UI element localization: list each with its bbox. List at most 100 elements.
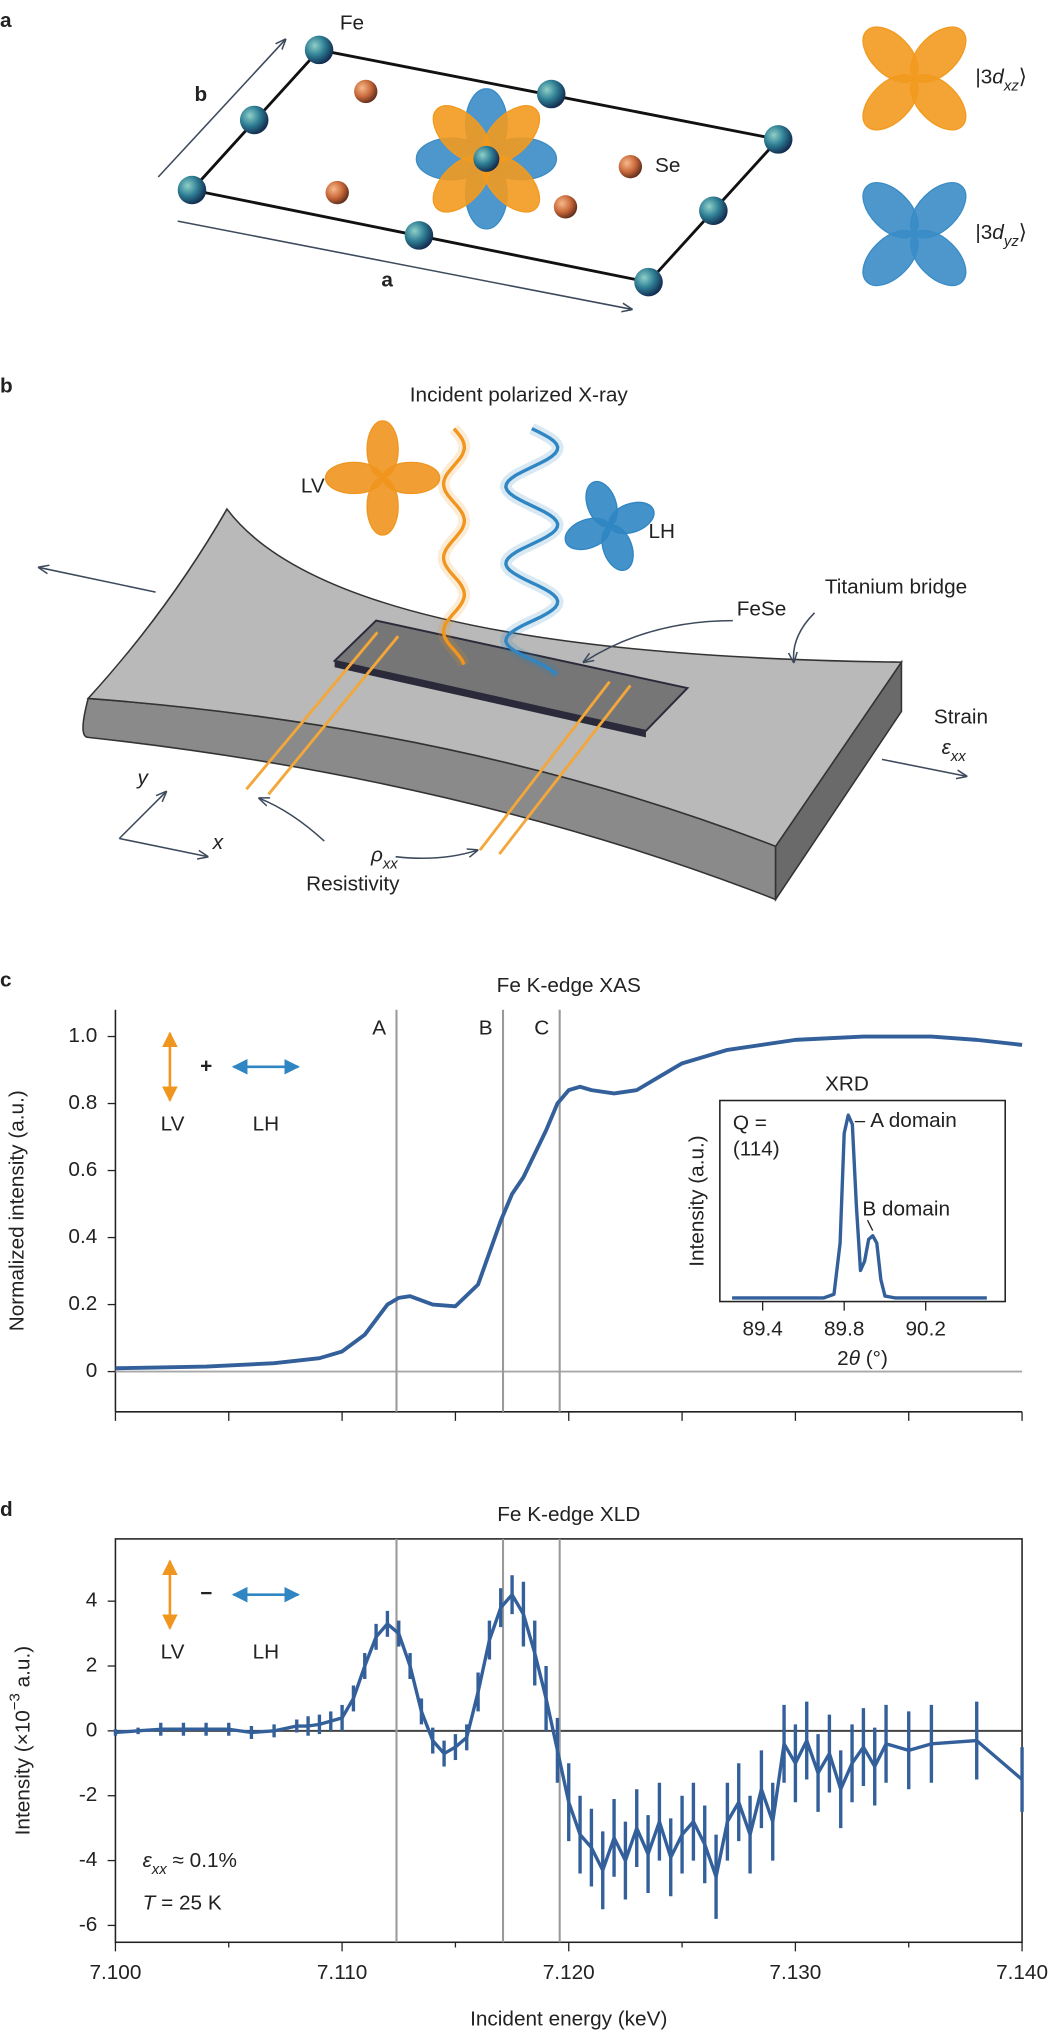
polarization-sign: −: [200, 1582, 212, 1605]
axis-label: a: [381, 268, 393, 291]
y-tick-label: 0.4: [68, 1225, 97, 1248]
fe-atom: [536, 79, 566, 109]
x-tick-label: 89.4: [742, 1318, 782, 1341]
pointer-arrows: [39, 40, 966, 859]
axis-label: b: [195, 83, 208, 106]
orbital-dxz: [432, 105, 541, 213]
orbital-lobe: [910, 26, 967, 83]
label-part: xx: [151, 1861, 167, 1878]
lh-orbital: [564, 480, 655, 571]
label-part: xx: [950, 748, 966, 765]
label-part: ⟩: [1019, 66, 1027, 89]
x-axis-label: 2θ (°): [837, 1347, 888, 1370]
fe-atom: [699, 196, 728, 226]
annotation: T = 25 K: [143, 1892, 222, 1915]
label-part: Intensity (×10: [12, 1710, 35, 1835]
fe-atom: [404, 221, 434, 250]
data-line: [732, 1113, 987, 1300]
label-part: ρ: [370, 844, 383, 867]
polarization-sign: +: [200, 1054, 212, 1077]
y-tick-label: 0: [86, 1718, 98, 1741]
fe-atom: [473, 145, 500, 172]
x-tick-label: 7.120: [543, 1961, 595, 1984]
orbital-label: |3dyz⟩: [975, 222, 1027, 251]
orbital-lobe: [608, 501, 655, 535]
y-tick-label: 4: [86, 1589, 98, 1612]
q-label: (114): [733, 1137, 780, 1160]
label-part: −3: [7, 1693, 24, 1710]
y-tick-label: 1.0: [68, 1024, 97, 1047]
fe-atom: [634, 267, 663, 297]
axis-label: x: [212, 831, 224, 854]
y-tick-label: -6: [79, 1913, 97, 1936]
edge-label: A: [372, 1017, 386, 1040]
label-part: d: [992, 222, 1005, 245]
label-part: ≈ 0.1%: [167, 1849, 237, 1872]
chart-title: XRD: [825, 1072, 869, 1095]
contacts: [245, 631, 632, 855]
axis-label: y: [135, 766, 149, 789]
fe-atom: [239, 105, 269, 135]
orbital-icon: [862, 182, 967, 287]
label-part: ε: [143, 1849, 153, 1872]
y-tick-label: 0.2: [68, 1292, 97, 1315]
rho-symbol: ρxx: [370, 844, 398, 873]
annotation: εxx ≈ 0.1%: [143, 1849, 237, 1878]
label-part: ⟩: [1019, 222, 1027, 245]
panel-letter: a: [0, 9, 12, 32]
titanium-bridge: [82, 507, 903, 903]
orbital-label: |3dxz⟩: [975, 66, 1027, 95]
label-part: (°): [860, 1347, 888, 1370]
strain-symbol: εxx: [942, 736, 967, 765]
x-tick-label: 90.2: [906, 1318, 946, 1341]
strain-label: Strain: [934, 705, 988, 728]
y-tick-label: 2: [86, 1653, 98, 1676]
label-part: xx: [382, 856, 398, 873]
chart-title: Fe K-edge XLD: [497, 1503, 640, 1526]
label-part: = 25 K: [155, 1892, 221, 1915]
fe-label: Fe: [340, 11, 364, 34]
q-label: Q =: [733, 1111, 767, 1134]
label-part: ε: [942, 736, 952, 759]
lh-wave: [504, 427, 560, 677]
fe-atom: [177, 175, 207, 205]
label-part: T: [143, 1892, 157, 1915]
fe-atom: [763, 125, 793, 154]
lh-label: LH: [253, 1113, 280, 1136]
chart-title: Fe K-edge XAS: [497, 974, 641, 997]
y-axis-label: Intensity (a.u.): [685, 1135, 708, 1266]
label-part: yz: [1003, 234, 1019, 251]
fese-label: FeSe: [737, 598, 787, 621]
panel-b-title: Incident polarized X-ray: [410, 384, 629, 407]
label-part: |3: [975, 66, 992, 89]
x-tick-label: 7.140: [996, 1961, 1048, 1984]
lv-label: LV: [161, 1641, 185, 1664]
peak-label: A domain: [870, 1109, 957, 1132]
x-tick-label: 7.100: [89, 1961, 141, 1984]
lv-label: LV: [161, 1113, 185, 1136]
orbital-lobe: [366, 420, 399, 479]
se-atom: [618, 154, 643, 179]
data-line: [115, 1034, 1023, 1371]
panel-letter: c: [0, 969, 12, 992]
lh-label: LH: [253, 1641, 280, 1664]
y-tick-label: -4: [79, 1848, 97, 1871]
bridge-label: Titanium bridge: [825, 576, 967, 599]
se-atom: [325, 180, 349, 205]
panel-letter: d: [0, 1498, 13, 1521]
se-label: Se: [655, 154, 680, 177]
edge-label: B: [479, 1017, 493, 1040]
y-axis-label: Intensity (×10−3 a.u.): [7, 1646, 35, 1835]
label-part: d: [992, 66, 1005, 89]
lv-label: LV: [301, 474, 325, 497]
label-part: 2: [837, 1347, 849, 1370]
y-tick-label: -2: [79, 1783, 97, 1806]
peak-label: B domain: [862, 1197, 950, 1220]
x-tick-label: 89.8: [824, 1318, 864, 1341]
se-atom: [354, 79, 378, 104]
resistivity-label: Resistivity: [306, 873, 400, 896]
edge-label: C: [534, 1017, 549, 1040]
y-tick-label: 0.8: [68, 1091, 97, 1114]
